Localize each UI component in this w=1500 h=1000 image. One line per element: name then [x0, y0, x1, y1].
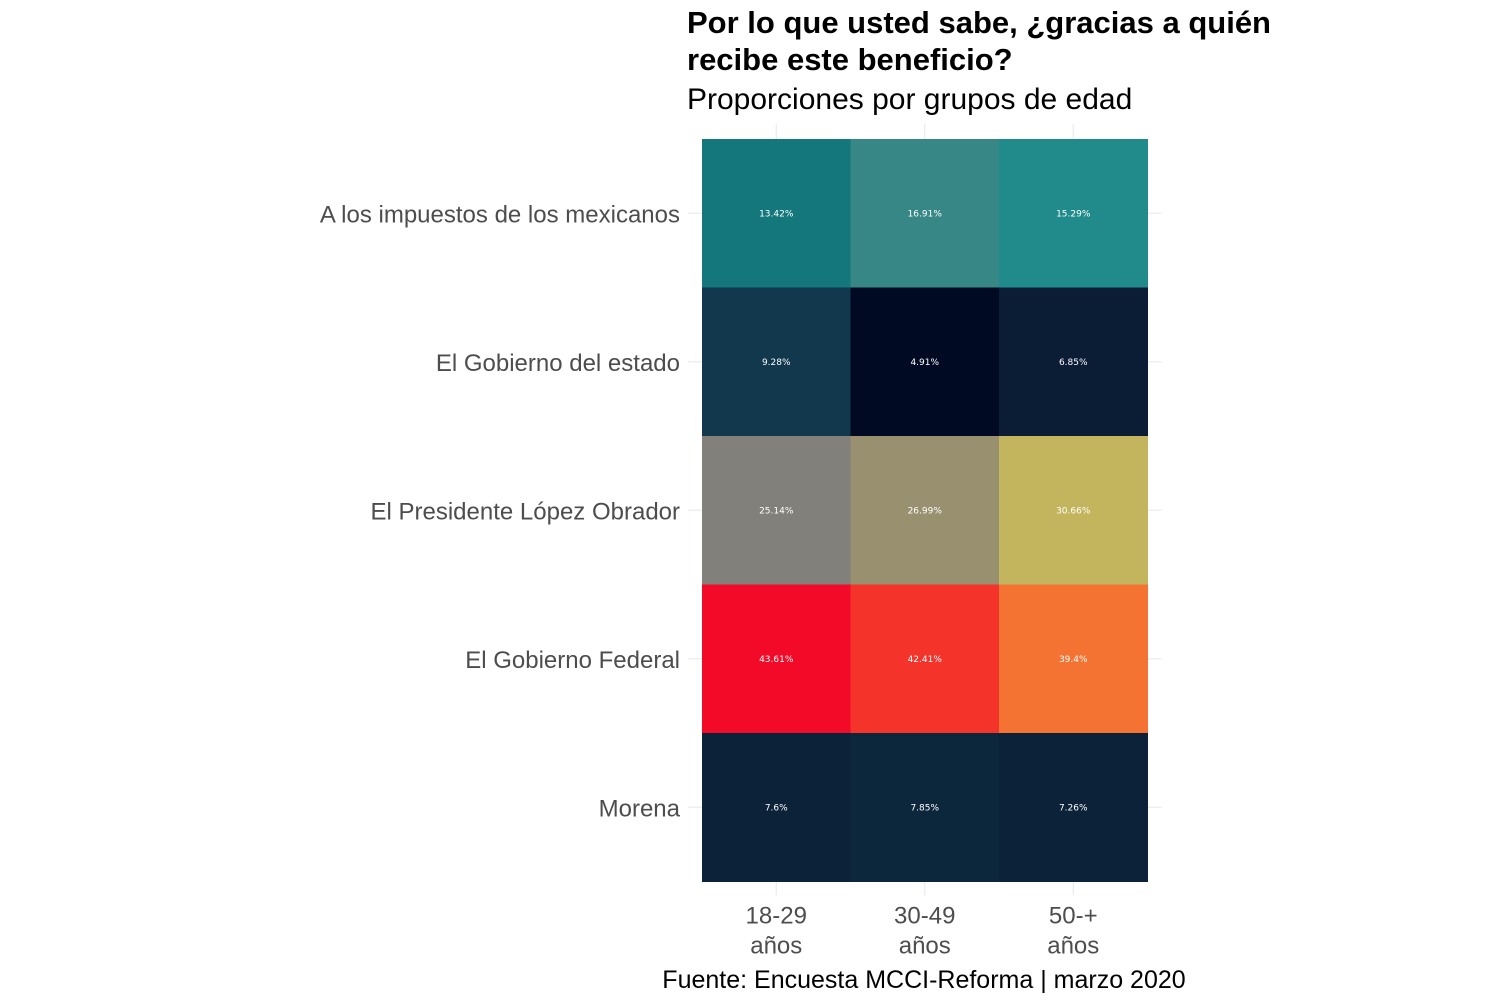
y-tick-label: El Gobierno del estado [436, 350, 680, 377]
x-tick-label-line-2: años [1047, 933, 1099, 960]
x-tick-label-line-1: 30-49 [894, 903, 955, 930]
heatmap-cell [999, 436, 1148, 585]
cell-value-label: 15.29% [1056, 209, 1091, 219]
x-axis-tick-labels: 18-29 años 30-49 años 50-+ años [746, 903, 1100, 960]
heatmap-cell [850, 584, 1000, 734]
chart-subtitle: Proporciones por grupos de edad [687, 83, 1132, 116]
x-tick-label-line-2: años [750, 933, 802, 960]
cell-value-label: 4.91% [910, 358, 939, 368]
heatmap-cell [850, 139, 1000, 288]
chart-caption: Fuente: Encuesta MCCI-Reforma | marzo 20… [662, 966, 1185, 994]
heatmap-cell [702, 733, 851, 882]
heatmap-cell [702, 287, 851, 437]
x-tick-label-line-2: años [899, 933, 951, 960]
cell-value-label: 6.85% [1059, 358, 1088, 368]
cell-value-label: 43.61% [759, 655, 794, 665]
heatmap-cell [702, 436, 851, 585]
heatmap-cells [702, 139, 1148, 882]
chart-title-line-1: Por lo que usted sabe, ¿gracias a quién [687, 5, 1271, 40]
y-tick-label: Morena [599, 795, 681, 822]
x-tick-label-line-1: 50-+ [1049, 903, 1098, 930]
heatmap-cell [850, 733, 1000, 882]
heatmap-cell [702, 139, 851, 288]
chart-title: Por lo que usted sabe, ¿gracias a quién … [687, 5, 1271, 77]
heatmap-cell [999, 287, 1148, 437]
y-axis-tick-labels: A los impuestos de los mexicanos El Gobie… [320, 201, 681, 822]
cell-value-label: 30.66% [1056, 506, 1091, 516]
heatmap-cell [999, 584, 1148, 734]
cell-value-label: 7.6% [765, 803, 788, 813]
cell-value-label: 7.85% [910, 803, 939, 813]
y-tick-label: A los impuestos de los mexicanos [320, 201, 680, 228]
heatmap-cell [999, 139, 1148, 288]
x-tick-label-line-1: 18-29 [746, 903, 807, 930]
heatmap-cell [999, 733, 1148, 882]
cell-value-label: 25.14% [759, 506, 794, 516]
chart-title-line-2: recibe este beneficio? [687, 42, 1013, 77]
cell-value-label: 7.26% [1059, 803, 1088, 813]
cell-value-label: 9.28% [762, 358, 791, 368]
heatmap-cell [850, 436, 1000, 585]
cell-value-label: 39.4% [1059, 655, 1088, 665]
heatmap-cell [850, 287, 1000, 437]
heatmap-cell [702, 584, 851, 734]
y-tick-label: El Gobierno Federal [465, 647, 680, 674]
y-tick-label: El Presidente López Obrador [370, 498, 680, 525]
cell-value-label: 26.99% [908, 506, 943, 516]
cell-value-label: 16.91% [908, 209, 943, 219]
cell-value-label: 13.42% [759, 209, 794, 219]
cell-value-label: 42.41% [908, 655, 943, 665]
cell-value-labels: 13.42% 16.91% 15.29% 9.28% 4.91% 6.85% 25.14% 2… [759, 209, 1091, 813]
